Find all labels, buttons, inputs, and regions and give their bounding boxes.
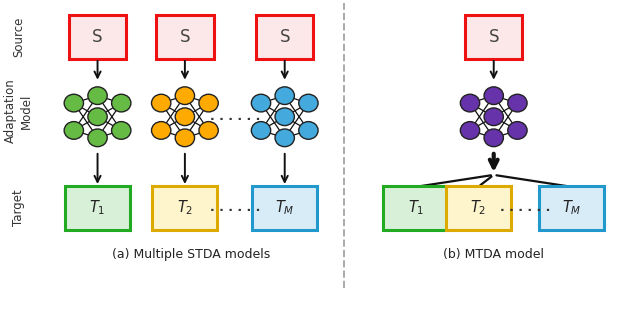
Circle shape	[111, 122, 131, 139]
Circle shape	[175, 108, 195, 126]
Text: S: S	[180, 28, 190, 46]
Circle shape	[64, 122, 83, 139]
Text: $T_M$: $T_M$	[562, 199, 582, 217]
Text: Target: Target	[12, 189, 25, 226]
Circle shape	[175, 129, 195, 147]
FancyBboxPatch shape	[65, 186, 130, 230]
Text: . . . . . .: . . . . . .	[500, 201, 550, 214]
FancyBboxPatch shape	[540, 186, 604, 230]
Circle shape	[252, 94, 271, 112]
Circle shape	[275, 129, 294, 147]
Text: . . . . . .: . . . . . .	[210, 201, 260, 214]
Circle shape	[175, 87, 195, 105]
Text: $T_1$: $T_1$	[90, 199, 106, 217]
Circle shape	[88, 108, 108, 126]
Text: . . . . . .: . . . . . .	[210, 110, 260, 123]
Circle shape	[252, 122, 271, 139]
FancyBboxPatch shape	[152, 186, 218, 230]
FancyBboxPatch shape	[445, 186, 511, 230]
Circle shape	[199, 122, 218, 139]
Circle shape	[275, 87, 294, 105]
FancyBboxPatch shape	[256, 15, 314, 59]
Circle shape	[199, 94, 218, 112]
Circle shape	[508, 94, 527, 112]
Circle shape	[484, 108, 504, 126]
Circle shape	[64, 94, 83, 112]
Text: $T_2$: $T_2$	[177, 199, 193, 217]
Circle shape	[299, 94, 318, 112]
Text: (b) MTDA model: (b) MTDA model	[444, 248, 544, 261]
FancyBboxPatch shape	[383, 186, 448, 230]
Circle shape	[88, 87, 108, 105]
FancyBboxPatch shape	[69, 15, 126, 59]
FancyBboxPatch shape	[252, 186, 317, 230]
Text: Adaptation
Model: Adaptation Model	[4, 79, 33, 144]
Circle shape	[111, 94, 131, 112]
Circle shape	[88, 129, 108, 147]
Text: $T_1$: $T_1$	[408, 199, 424, 217]
Text: $T_2$: $T_2$	[470, 199, 486, 217]
Circle shape	[152, 122, 171, 139]
Text: S: S	[92, 28, 103, 46]
FancyBboxPatch shape	[156, 15, 214, 59]
Circle shape	[484, 87, 504, 105]
Circle shape	[275, 108, 294, 126]
Circle shape	[152, 94, 171, 112]
Text: (a) Multiple STDA models: (a) Multiple STDA models	[112, 248, 270, 261]
Text: S: S	[488, 28, 499, 46]
FancyBboxPatch shape	[465, 15, 522, 59]
Text: $T_M$: $T_M$	[275, 199, 294, 217]
Circle shape	[460, 94, 480, 112]
Circle shape	[484, 129, 504, 147]
Text: S: S	[280, 28, 290, 46]
Circle shape	[508, 122, 527, 139]
Circle shape	[460, 122, 480, 139]
Circle shape	[299, 122, 318, 139]
Text: Source: Source	[12, 17, 25, 57]
